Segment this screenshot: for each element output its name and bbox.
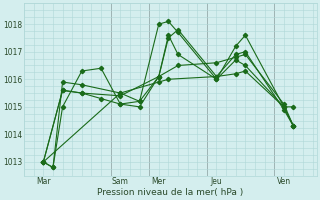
X-axis label: Pression niveau de la mer( hPa ): Pression niveau de la mer( hPa ) [97,188,244,197]
